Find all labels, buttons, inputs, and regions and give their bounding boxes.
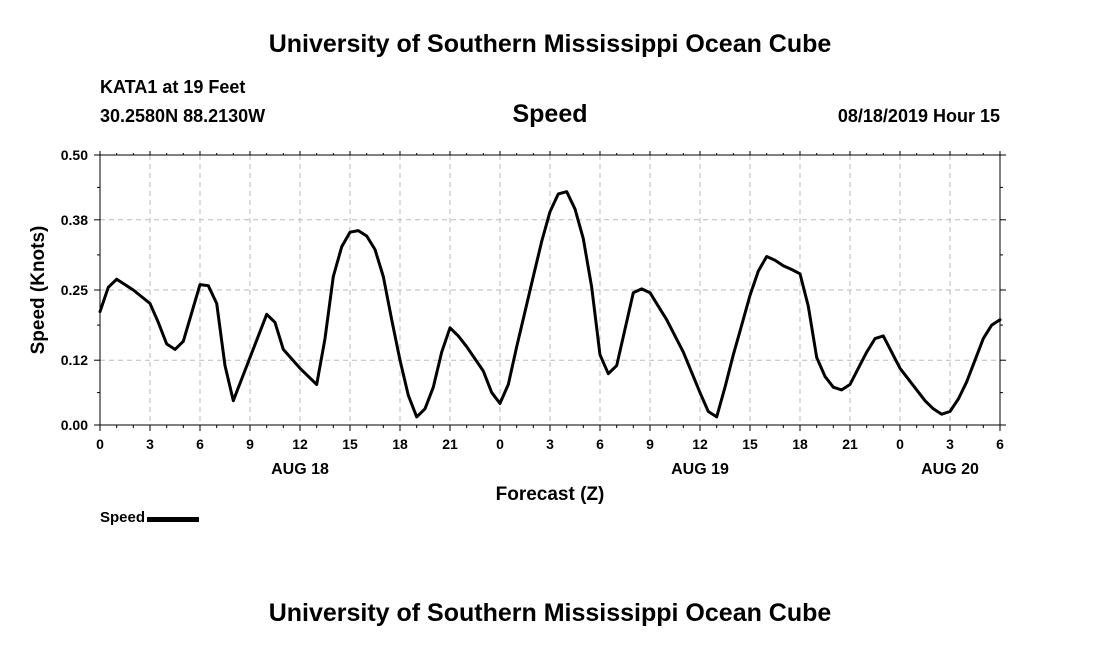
station-label: KATA1 at 19 Feet [100,77,246,97]
x-tick-label: 21 [842,436,858,452]
footer-title: University of Southern Mississippi Ocean… [268,599,832,627]
page-title: University of Southern Mississippi Ocean… [268,30,832,58]
x-tick-label: 3 [546,436,554,452]
x-tick-label: 6 [996,436,1004,452]
x-tick-label: 3 [946,436,954,452]
x-tick-label: 15 [742,436,758,452]
x-tick-label: 18 [792,436,808,452]
y-tick-label: 0.12 [61,352,88,368]
x-tick-label: 9 [246,436,254,452]
forecast-datetime: 08/18/2019 Hour 15 [837,106,1000,126]
legend: Speed [100,509,200,526]
x-tick-label: 9 [646,436,654,452]
y-tick-label: 0.38 [61,212,88,228]
x-tick-label: 15 [342,436,358,452]
date-label: AUG 19 [671,461,729,478]
x-axis-label: Forecast (Z) [496,484,605,505]
legend-line-swatch [147,517,200,522]
x-tick-label: 0 [896,436,904,452]
y-axis-label: Speed (Knots) [28,226,49,355]
y-tick-label: 0.50 [61,147,88,163]
date-label: AUG 20 [921,461,979,478]
coordinates-label: 30.2580N 88.2130W [100,106,266,126]
date-label: AUG 18 [271,461,329,478]
x-tick-label: 12 [692,436,708,452]
chart-title: Speed [512,100,588,128]
legend-label: Speed [100,509,146,526]
x-tick-label: 12 [292,436,308,452]
x-tick-label: 0 [496,436,504,452]
x-tick-label: 6 [196,436,204,452]
x-tick-label: 21 [442,436,458,452]
x-tick-label: 3 [146,436,154,452]
y-tick-label: 0.00 [61,417,88,433]
x-tick-label: 18 [392,436,408,452]
x-tick-label: 6 [596,436,604,452]
y-tick-label: 0.25 [61,282,88,298]
speed-series-line [98,190,1002,419]
x-tick-label: 0 [96,436,104,452]
